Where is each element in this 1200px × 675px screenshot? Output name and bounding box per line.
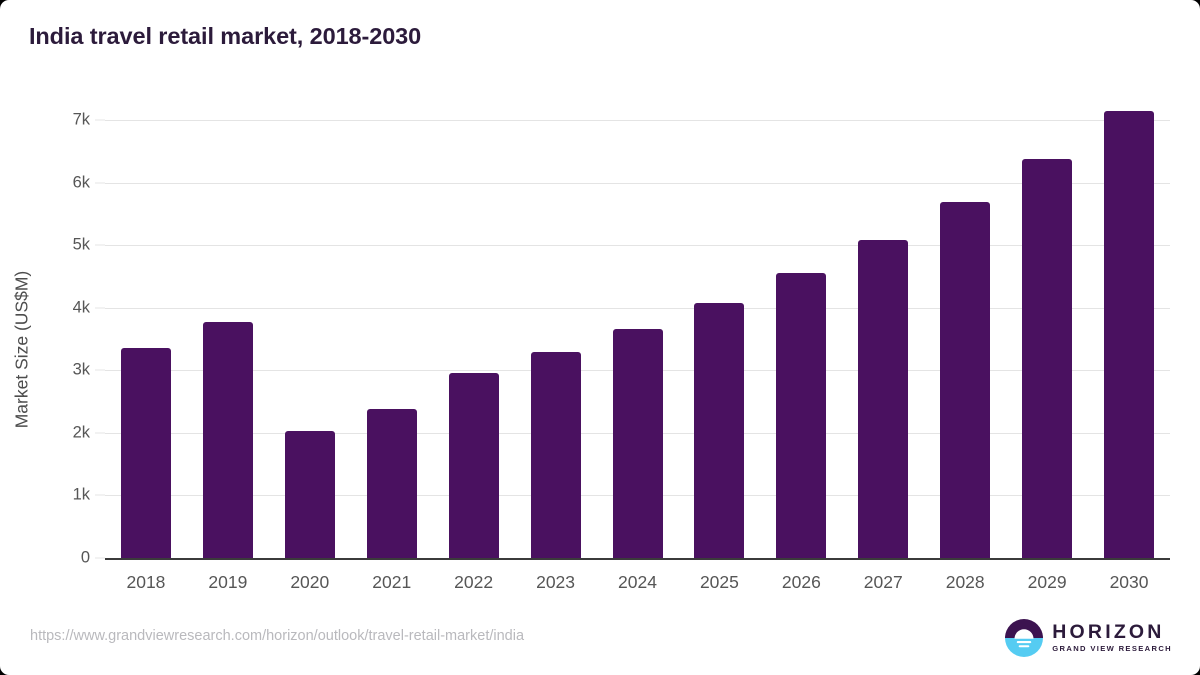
y-tick-label: 6k (72, 173, 90, 192)
x-tick-label: 2027 (863, 572, 903, 592)
x-tick-label: 2020 (290, 572, 330, 592)
x-tick-label: 2018 (126, 572, 166, 592)
horizon-logo-text: HORIZON GRAND VIEW RESEARCH (1052, 620, 1172, 654)
plot-area (105, 110, 1170, 558)
gridline (105, 120, 1170, 121)
x-tick-label: 2023 (536, 572, 576, 592)
gridline (105, 245, 1170, 247)
y-tick-mark (95, 369, 105, 371)
x-tick-label: 2026 (781, 572, 821, 592)
logo-subtitle: GRAND VIEW RESEARCH (1052, 644, 1172, 654)
bar-2028[interactable] (940, 201, 991, 558)
x-tick-label: 2019 (208, 572, 248, 592)
x-tick-label: 2029 (1027, 572, 1067, 592)
y-tick-mark (95, 182, 105, 184)
y-tick-mark (95, 119, 105, 121)
x-tick-label: 2022 (454, 572, 494, 592)
bar-2023[interactable] (530, 352, 581, 558)
gridline (105, 182, 1170, 184)
y-tick-label: 5k (72, 235, 90, 254)
y-tick-label: 1k (72, 485, 90, 504)
bar-2021[interactable] (366, 408, 417, 558)
source-url[interactable]: https://www.grandviewresearch.com/horizo… (30, 628, 525, 644)
bar-2029[interactable] (1022, 159, 1073, 558)
y-tick-label: 3k (72, 360, 90, 379)
bar-2030[interactable] (1104, 110, 1155, 558)
y-tick-mark (95, 244, 105, 246)
x-tick-label: 2028 (945, 572, 985, 592)
bar-2022[interactable] (448, 373, 499, 558)
x-tick-label: 2021 (372, 572, 412, 592)
x-tick-label: 2030 (1109, 572, 1149, 592)
y-tick-mark (95, 432, 105, 434)
horizon-logo-mark (1005, 619, 1044, 657)
x-axis-line (105, 558, 1170, 560)
page-title: India travel retail market, 2018-2030 (29, 23, 422, 49)
x-tick-label: 2025 (699, 572, 739, 592)
bar-2019[interactable] (202, 321, 253, 558)
gridline (105, 307, 1170, 309)
y-tick-label: 0 (80, 548, 90, 567)
y-tick-label: 2k (72, 423, 90, 442)
bar-2026[interactable] (776, 273, 827, 558)
y-tick-label: 4k (72, 298, 90, 317)
bar-2025[interactable] (694, 302, 745, 558)
y-tick-mark (95, 557, 105, 559)
horizon-logo: HORIZON GRAND VIEW RESEARCH (1005, 616, 1172, 660)
y-tick-label: 7k (72, 110, 90, 129)
y-tick-mark (95, 307, 105, 309)
bar-2027[interactable] (858, 239, 909, 558)
bar-2020[interactable] (284, 430, 335, 558)
y-tick-mark (95, 494, 105, 496)
x-tick-label: 2024 (618, 572, 657, 592)
bar-2024[interactable] (612, 328, 663, 558)
bar-2018[interactable] (120, 348, 171, 558)
logo-wordmark: HORIZON (1052, 620, 1165, 643)
